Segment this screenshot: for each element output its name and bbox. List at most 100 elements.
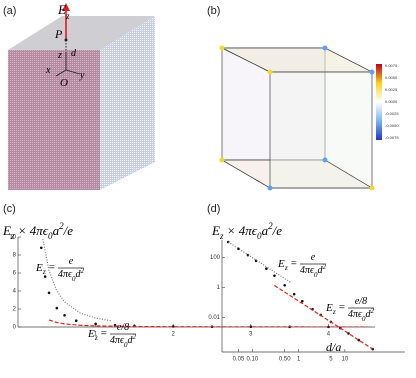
x-axis-title: d/a — [326, 340, 341, 354]
corner — [219, 45, 225, 51]
math-part: E — [2, 223, 11, 238]
x-tick-label: 5 — [329, 357, 333, 363]
data-point — [249, 325, 253, 329]
math-part: × 4π — [15, 223, 44, 238]
y-axis — [65, 69, 81, 75]
x-tick-label: 3 — [249, 332, 253, 338]
equation-eq: = — [339, 302, 345, 314]
y-tick-label: 4 — [13, 289, 17, 295]
math-part: z — [284, 263, 288, 272]
math-part: z — [42, 267, 46, 276]
x-axis — [55, 69, 67, 77]
math-part: 2 — [81, 267, 85, 275]
corner — [322, 157, 328, 163]
curve — [274, 284, 374, 350]
panel-label: (d) — [207, 203, 220, 215]
corner — [369, 69, 375, 75]
data-point — [74, 319, 78, 323]
data-point — [283, 283, 287, 287]
colorbar-label: 0.0075 — [385, 63, 398, 68]
y-tick-label: 6 — [13, 271, 17, 277]
math-part: z — [94, 333, 98, 342]
math-part: × 4π — [224, 223, 253, 238]
math-part: 2 — [133, 333, 137, 341]
corner — [369, 185, 375, 191]
data-point — [265, 267, 268, 270]
y-tick-label: 1 — [217, 285, 221, 291]
math-part: /e — [272, 223, 283, 238]
math-part: E — [57, 2, 66, 17]
equation-eq: = — [49, 262, 55, 274]
edge — [221, 47, 271, 73]
math-part: d — [128, 335, 134, 346]
x-tick-label: 0.50 — [279, 357, 291, 363]
math-part: ϵ — [68, 269, 73, 280]
math-part: d/a — [326, 340, 341, 354]
corner-dots — [219, 45, 375, 191]
math-part: 4π — [348, 309, 359, 320]
math-part: E — [325, 302, 333, 314]
x-tick-label: 0.05 — [233, 357, 245, 363]
data-point — [39, 246, 43, 250]
colorbar-label: 0.0025 — [385, 87, 398, 92]
math-part: z — [219, 231, 224, 241]
cube — [8, 3, 155, 190]
x-tick-label: 1 — [297, 357, 301, 363]
axis-label: z — [57, 50, 62, 61]
math-part: /e — [63, 223, 74, 238]
curve — [227, 241, 292, 284]
data-point — [273, 274, 276, 277]
y-tick-label: 0.01 — [208, 315, 220, 321]
math-part: ϵ — [252, 223, 258, 238]
math-part: d — [366, 309, 372, 320]
colorbar-ticks: 0.0075 0.0050 0.0025 0.0000 -0.0025 -0.0050 -0… — [385, 63, 399, 140]
equation-lhs: Ez — [35, 262, 46, 277]
equation-lhs: Ez — [277, 258, 288, 273]
math-part: ϵ — [43, 223, 49, 238]
panel-label: (b) — [207, 5, 220, 17]
cube-right — [100, 16, 155, 190]
math-part: E — [35, 262, 43, 274]
data-point — [94, 322, 97, 326]
equation-eq: = — [291, 258, 297, 270]
colorbar-label: -0.0050 — [385, 123, 399, 128]
y-tick-label: 10 — [9, 235, 16, 241]
math-part: ϵ — [358, 309, 363, 320]
axis-label: O — [60, 77, 68, 89]
data-point — [300, 299, 304, 303]
field-label: Ez — [57, 2, 70, 21]
math-part: 0 — [257, 231, 262, 241]
axis-label: x — [45, 65, 51, 76]
math-part: d — [76, 269, 82, 280]
equation-lhs: Ez — [87, 328, 98, 343]
y-tick-label: 100 — [210, 255, 221, 261]
equation-den: 4πϵ0d2 — [110, 333, 137, 349]
panel-label: (a) — [3, 5, 16, 17]
math-part: 0 — [48, 231, 53, 241]
colorbar-label: -0.0075 — [385, 135, 399, 140]
cube-front — [8, 50, 100, 190]
corner — [322, 45, 328, 51]
math-part: 0 — [362, 315, 366, 323]
colorbar — [376, 64, 382, 140]
equation-lhs: Ez — [325, 302, 336, 317]
colorbar-label: -0.0025 — [385, 111, 399, 116]
equation-num: e — [69, 256, 74, 267]
x-tick-label: 10 — [342, 357, 349, 363]
math-part: 4π — [110, 335, 121, 346]
y-tick-label: 2 — [13, 307, 17, 313]
y-tick-label: 8 — [13, 253, 17, 259]
math-part: 2 — [268, 221, 273, 231]
corner — [267, 69, 273, 75]
math-part: 0 — [124, 341, 128, 349]
data-point — [47, 291, 51, 295]
x-tick-label: 4 — [327, 332, 331, 338]
equation-den: 4πϵ0d2 — [348, 307, 375, 323]
corner — [219, 157, 225, 163]
point-label: P — [54, 27, 63, 41]
math-part: 2 — [371, 307, 375, 315]
